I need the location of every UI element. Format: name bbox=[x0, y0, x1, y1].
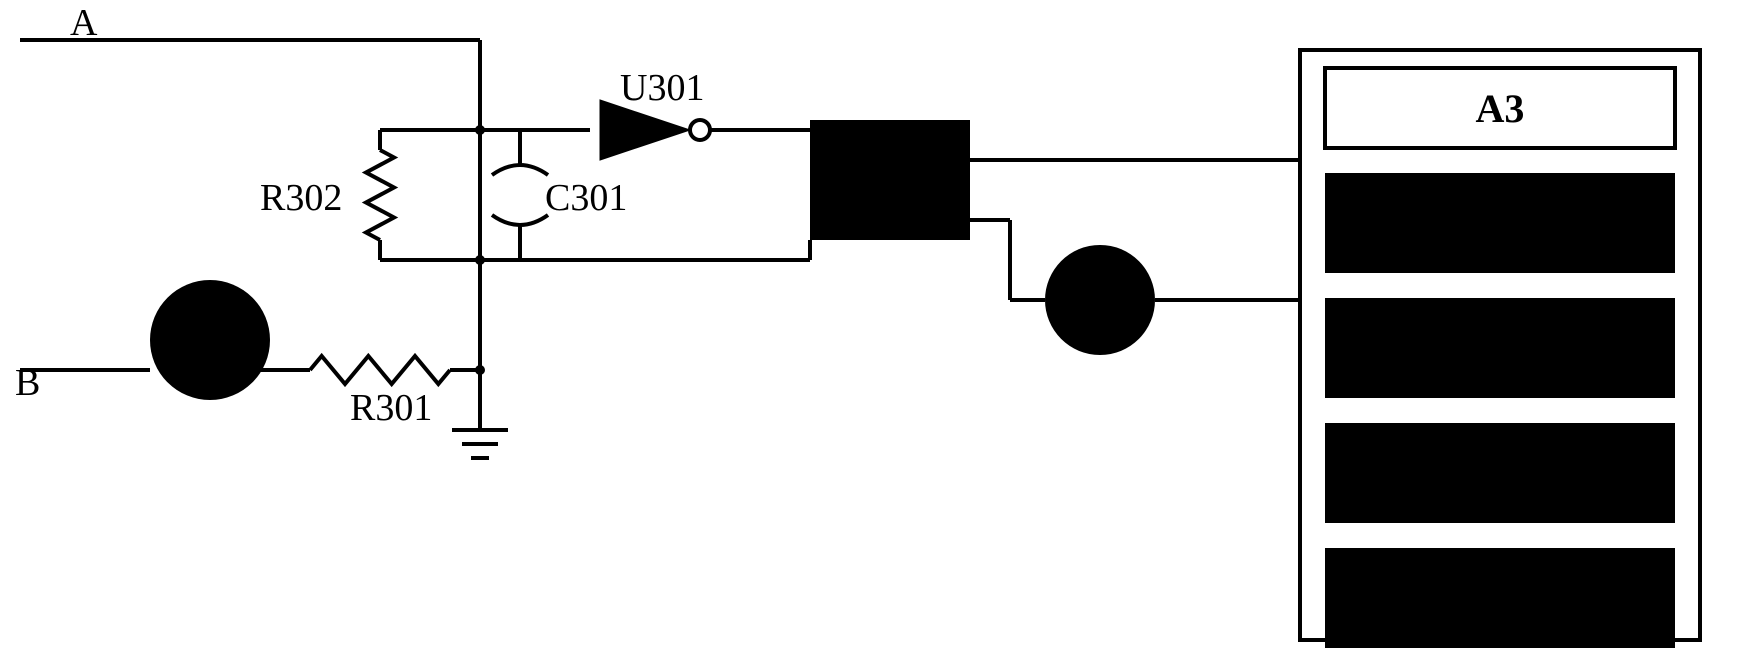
resistor-r301 bbox=[310, 356, 450, 384]
junction-dot bbox=[475, 125, 485, 135]
resistor-r302 bbox=[366, 150, 394, 240]
node-circle-2 bbox=[1045, 245, 1155, 355]
junction-dot bbox=[475, 365, 485, 375]
inverter-bubble bbox=[690, 120, 710, 140]
r302-label: R302 bbox=[260, 177, 342, 219]
c301-label: C301 bbox=[545, 177, 627, 219]
node-circle-1 bbox=[150, 280, 270, 400]
terminal-a-label: A bbox=[70, 2, 98, 44]
panel-row bbox=[1325, 173, 1675, 273]
capacitor-c301-bot bbox=[492, 215, 548, 225]
r301-label: R301 bbox=[350, 387, 432, 429]
inverter-u301 bbox=[600, 100, 690, 160]
panel-row bbox=[1325, 423, 1675, 523]
panel-row bbox=[1325, 298, 1675, 398]
panel-header-label: A3 bbox=[1476, 86, 1525, 131]
u301-label: U301 bbox=[620, 67, 704, 109]
junction-dot bbox=[475, 255, 485, 265]
block-solid bbox=[810, 120, 970, 240]
capacitor-c301-top bbox=[492, 165, 548, 175]
panel-row bbox=[1325, 548, 1675, 648]
